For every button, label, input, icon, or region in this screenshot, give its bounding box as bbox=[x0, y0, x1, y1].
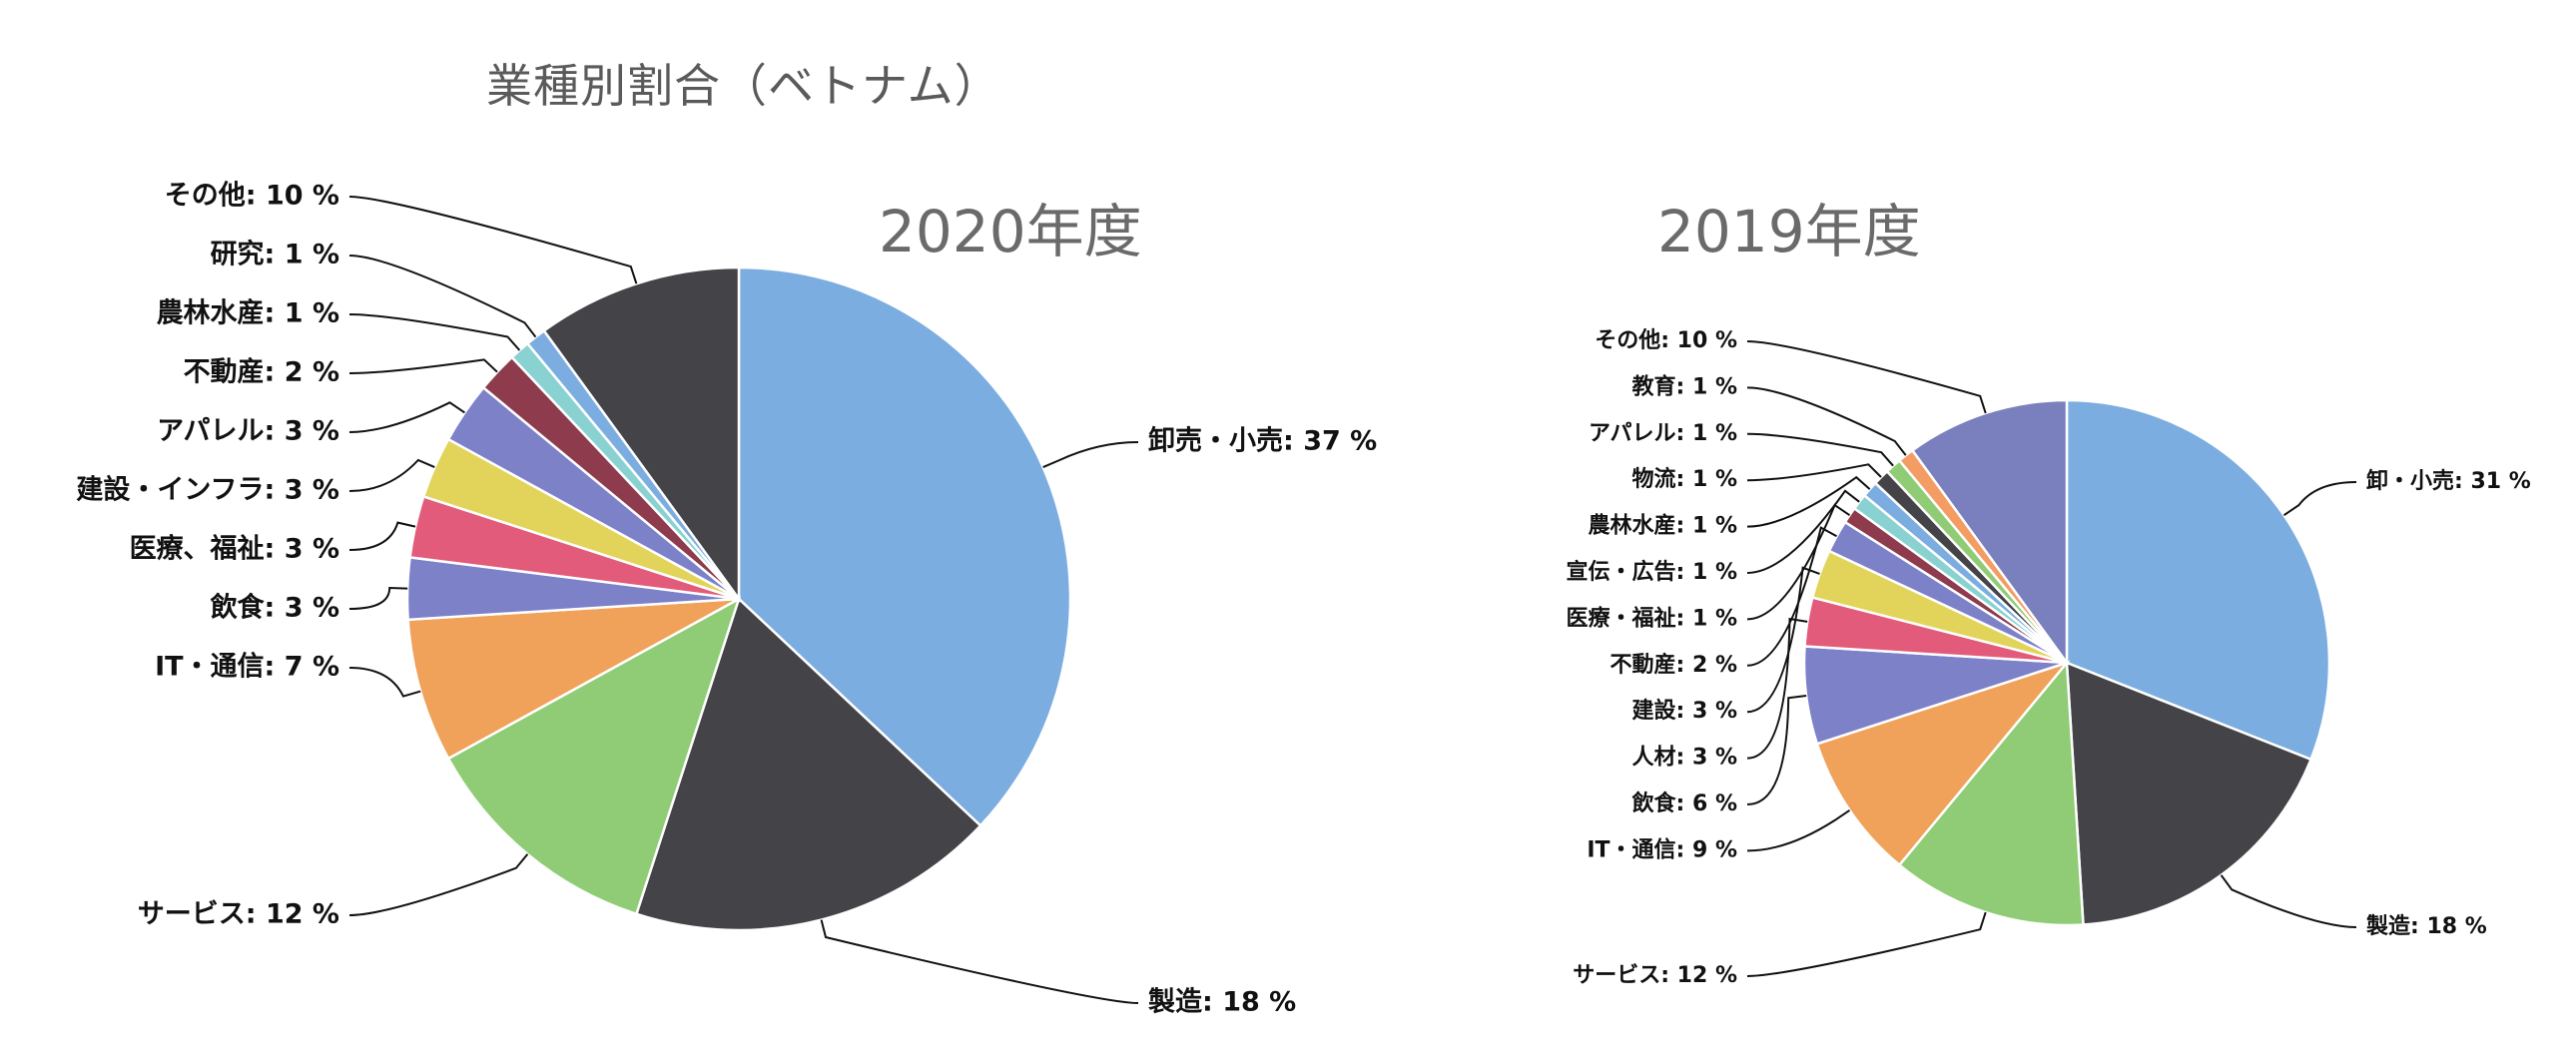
leader-line bbox=[1042, 441, 1139, 469]
slice-label: 医療・福祉: 1 % bbox=[1567, 605, 1737, 631]
leader-line bbox=[1746, 617, 1808, 760]
slice-label: 教育: 1 % bbox=[1632, 373, 1737, 399]
leader-line bbox=[1746, 695, 1807, 805]
leader-line bbox=[348, 196, 638, 284]
leader-line bbox=[1746, 503, 1851, 621]
slice-label: アパレル: 3 % bbox=[157, 416, 339, 447]
slice-label: 人材: 3 % bbox=[1632, 746, 1737, 771]
leader-line bbox=[2220, 874, 2357, 928]
leader-line bbox=[348, 313, 521, 351]
slice-label: 研究: 1 % bbox=[211, 239, 339, 270]
slice-label: 飲食: 3 % bbox=[210, 592, 339, 624]
pie-chart-2020: 卸売・小売: 37 % 製造: 18 % サービス: 12 % IT・通信: 7 % 飲… bbox=[76, 181, 1377, 1018]
main-title: 業種別割合（ベトナム） bbox=[486, 59, 1001, 113]
leader-line bbox=[348, 358, 498, 374]
leader-line bbox=[1746, 489, 1860, 574]
chart-2020-title: 2020年度 bbox=[879, 198, 1142, 265]
slice-label: 不動産: 2 % bbox=[1610, 652, 1737, 678]
leader-line bbox=[1746, 566, 1820, 714]
leader-line bbox=[348, 255, 537, 338]
slice-label: 建設: 3 % bbox=[1632, 698, 1737, 724]
leader-line bbox=[1746, 340, 1987, 414]
leader-line bbox=[820, 919, 1139, 1004]
slice-label: 卸売・小売: 37 % bbox=[1148, 425, 1377, 457]
slice-label: 農林水産: 1 % bbox=[157, 297, 339, 329]
slice-label: IT・通信: 9 % bbox=[1587, 836, 1737, 862]
slice-label: 建設・インフラ: 3 % bbox=[76, 474, 339, 506]
slice-label: サービス: 12 % bbox=[138, 899, 339, 930]
pie-slice bbox=[542, 265, 741, 603]
slice-label: 宣伝・広告: 1 % bbox=[1567, 559, 1737, 585]
leader-line bbox=[348, 401, 465, 433]
slice-label: IT・通信: 7 % bbox=[155, 652, 339, 683]
slice-label: 製造: 18 % bbox=[1148, 987, 1296, 1018]
slice-label: 農林水産: 1 % bbox=[1589, 513, 1737, 539]
pie-slice bbox=[634, 596, 982, 932]
leader-line bbox=[348, 521, 416, 551]
leader-line bbox=[348, 458, 435, 492]
leader-line bbox=[348, 586, 408, 610]
slice-label: 医療、福祉: 3 % bbox=[130, 534, 339, 565]
slice-label: サービス: 12 % bbox=[1573, 963, 1737, 988]
pie-slice bbox=[1910, 398, 2069, 667]
slice-label: その他: 10 % bbox=[165, 181, 339, 212]
slice-label: 卸・小売: 31 % bbox=[2366, 468, 2531, 494]
pie-slice bbox=[2065, 661, 2313, 926]
leader-line bbox=[1746, 911, 1987, 977]
slice-label: 物流: 1 % bbox=[1632, 466, 1737, 492]
leader-line bbox=[1746, 432, 1894, 467]
pie-slice bbox=[446, 596, 742, 916]
slice-label: 不動産: 2 % bbox=[184, 356, 339, 388]
chart-2019-title: 2019年度 bbox=[1657, 198, 1921, 265]
pie-slice bbox=[737, 265, 1072, 828]
leader-line bbox=[1746, 386, 1907, 456]
leader-line bbox=[1746, 475, 1871, 528]
pie-chart-2019: 卸・小売: 31 % 製造: 18 % サービス: 12 % IT・通信: 9 % 飲食… bbox=[1567, 328, 2531, 988]
leader-line bbox=[2282, 481, 2357, 517]
slice-label: 製造: 18 % bbox=[2365, 913, 2487, 939]
leader-line bbox=[348, 667, 421, 698]
slice-label: その他: 10 % bbox=[1595, 328, 1737, 353]
leader-line bbox=[1746, 463, 1882, 482]
pie-slice bbox=[1897, 659, 2085, 927]
leader-line bbox=[348, 853, 529, 916]
leader-line bbox=[1746, 808, 1851, 852]
slice-label: アパレル: 1 % bbox=[1589, 421, 1737, 446]
slice-label: 飲食: 6 % bbox=[1631, 790, 1737, 816]
